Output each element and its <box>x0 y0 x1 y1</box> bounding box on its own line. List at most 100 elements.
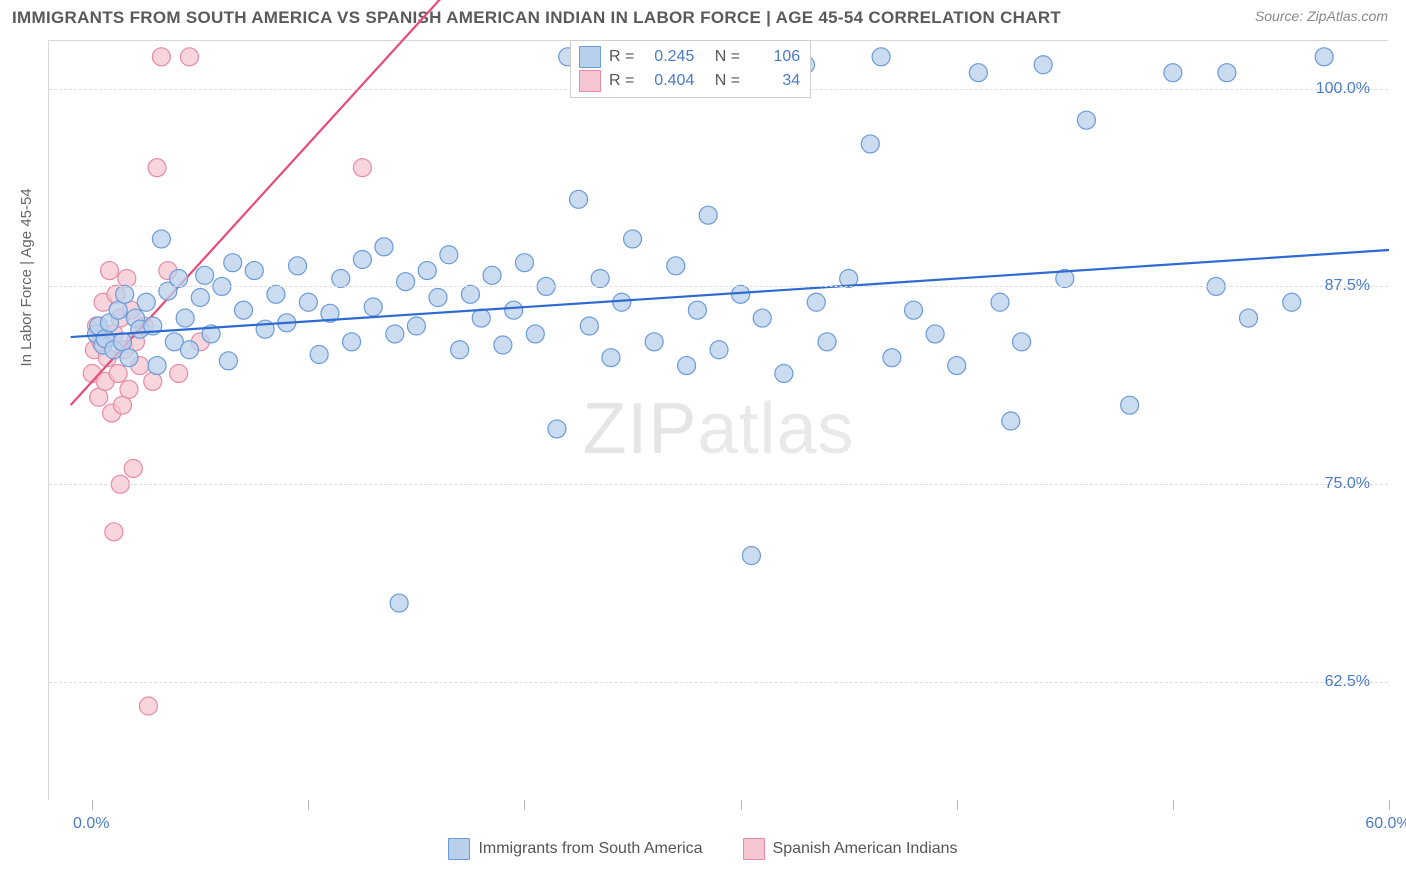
blue-point <box>1002 412 1020 430</box>
pink-point <box>124 460 142 478</box>
y-axis-label: In Labor Force | Age 45-54 <box>18 188 35 366</box>
blue-point <box>1283 293 1301 311</box>
swatch-blue-icon <box>448 838 470 860</box>
n-label: N = <box>715 45 740 69</box>
pink-point <box>152 48 170 66</box>
x-tick <box>741 800 742 810</box>
blue-point <box>137 293 155 311</box>
blue-point <box>883 349 901 367</box>
blue-point <box>624 230 642 248</box>
r-label: R = <box>609 45 634 69</box>
pink-point <box>109 365 127 383</box>
blue-point <box>219 352 237 370</box>
blue-point <box>364 298 382 316</box>
blue-point <box>148 357 166 375</box>
blue-point <box>688 301 706 319</box>
blue-point <box>818 333 836 351</box>
blue-point <box>570 190 588 208</box>
blue-point <box>710 341 728 359</box>
blue-point <box>742 547 760 565</box>
blue-point <box>645 333 663 351</box>
blue-point <box>1164 64 1182 82</box>
n-label: N = <box>715 69 740 93</box>
blue-point <box>170 270 188 288</box>
blue-point <box>299 293 317 311</box>
blue-point <box>386 325 404 343</box>
blue-point <box>948 357 966 375</box>
pink-point <box>105 523 123 541</box>
r-label: R = <box>609 69 634 93</box>
blue-point <box>176 309 194 327</box>
y-tick-label: 62.5% <box>1325 673 1370 691</box>
n-value: 34 <box>748 69 800 93</box>
blue-point <box>472 309 490 327</box>
blue-point <box>1077 111 1095 129</box>
swatch-pink-icon <box>743 838 765 860</box>
blue-point <box>353 251 371 269</box>
x-tick <box>92 800 93 810</box>
blue-point <box>180 341 198 359</box>
swatch-blue-icon <box>579 46 601 68</box>
blue-point <box>407 317 425 335</box>
pink-point <box>101 262 119 280</box>
legend-label: Spanish American Indians <box>773 840 958 858</box>
blue-point <box>515 254 533 272</box>
blue-point <box>1218 64 1236 82</box>
blue-point <box>289 257 307 275</box>
blue-point <box>926 325 944 343</box>
blue-point <box>343 333 361 351</box>
gridline-h <box>49 682 1388 683</box>
x-tick-label: 0.0% <box>73 815 109 833</box>
blue-point <box>580 317 598 335</box>
blue-point <box>429 289 447 307</box>
blue-point <box>775 365 793 383</box>
legend-item-pink: Spanish American Indians <box>743 838 958 860</box>
x-tick <box>308 800 309 810</box>
blue-point <box>461 285 479 303</box>
blue-point <box>548 420 566 438</box>
pink-point <box>170 365 188 383</box>
blue-point <box>267 285 285 303</box>
blue-point <box>667 257 685 275</box>
blue-point <box>494 336 512 354</box>
blue-point <box>375 238 393 256</box>
blue-point <box>807 293 825 311</box>
gridline-h <box>49 286 1388 287</box>
chart-title: IMMIGRANTS FROM SOUTH AMERICA VS SPANISH… <box>12 8 1061 28</box>
blue-point <box>872 48 890 66</box>
x-tick <box>957 800 958 810</box>
blue-point <box>332 270 350 288</box>
blue-point <box>591 270 609 288</box>
blue-point <box>1240 309 1258 327</box>
blue-point <box>116 285 134 303</box>
blue-point <box>224 254 242 272</box>
legend-item-blue: Immigrants from South America <box>448 838 702 860</box>
blue-point <box>753 309 771 327</box>
stats-legend-row: R = 0.245 N = 106 <box>579 45 800 69</box>
blue-point <box>1034 56 1052 74</box>
bottom-legend: Immigrants from South America Spanish Am… <box>0 838 1406 860</box>
y-tick-label: 100.0% <box>1316 80 1370 98</box>
blue-point <box>505 301 523 319</box>
blue-point <box>451 341 469 359</box>
blue-point <box>120 349 138 367</box>
blue-point <box>440 246 458 264</box>
pink-point <box>120 380 138 398</box>
blue-point <box>613 293 631 311</box>
stats-legend-row: R = 0.404 N = 34 <box>579 69 800 93</box>
blue-point <box>861 135 879 153</box>
blue-point <box>969 64 987 82</box>
x-tick <box>1389 800 1390 810</box>
blue-point <box>905 301 923 319</box>
blue-point <box>699 206 717 224</box>
blue-point <box>602 349 620 367</box>
x-tick <box>1173 800 1174 810</box>
pink-point <box>180 48 198 66</box>
blue-point <box>390 594 408 612</box>
blue-point <box>152 230 170 248</box>
y-tick-label: 75.0% <box>1325 475 1370 493</box>
stats-legend: R = 0.245 N = 106 R = 0.404 N = 34 <box>570 40 811 98</box>
source-label: Source: ZipAtlas.com <box>1255 8 1388 24</box>
swatch-pink-icon <box>579 70 601 92</box>
blue-point <box>397 273 415 291</box>
